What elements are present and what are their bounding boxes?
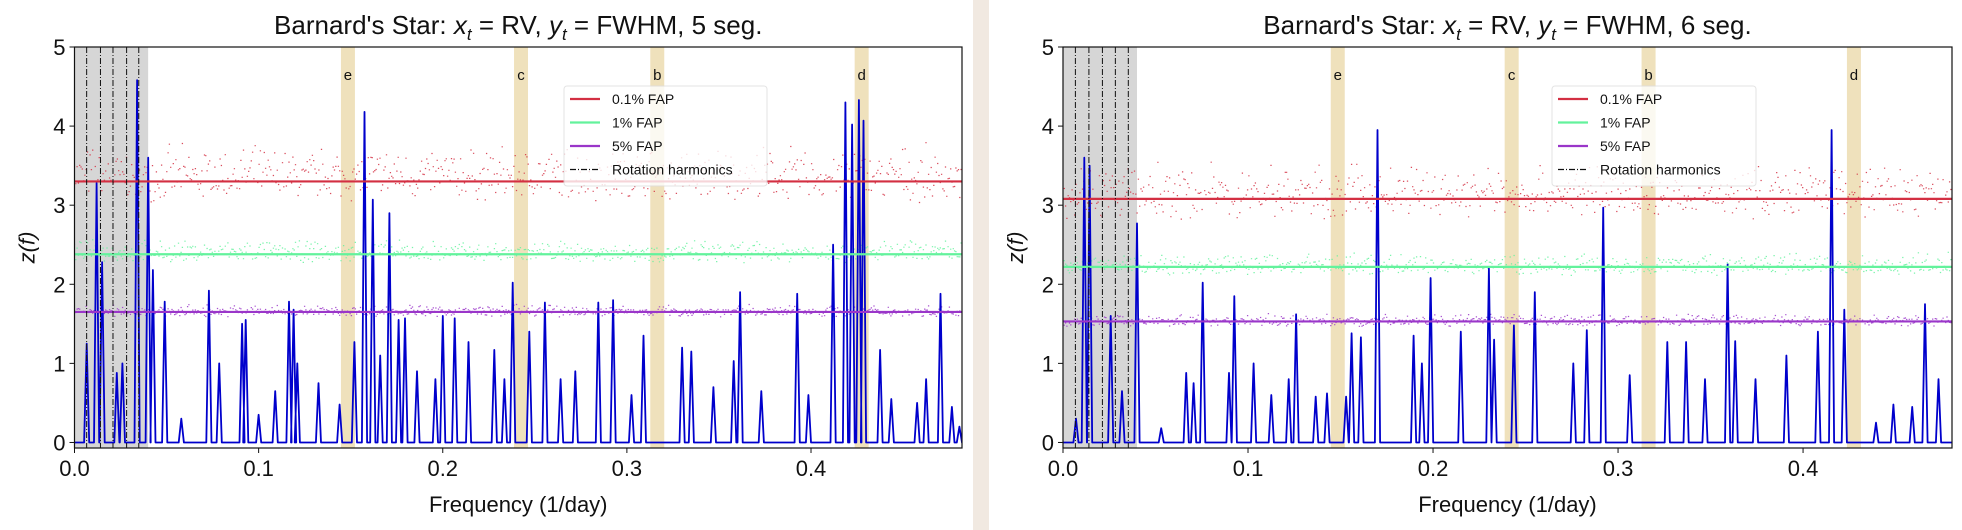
y-axis-label: z(f) [1003,232,1028,265]
y-tick-label: 4 [1042,114,1054,139]
y-tick-label: 3 [1042,193,1054,218]
title-part-eq2: = FWHM, 6 seg. [1556,10,1752,40]
title-part-y: y [547,10,564,40]
title-part-ysub: t [562,25,568,44]
plot-area [74,47,962,448]
x-tick-label: 0.4 [796,456,827,481]
x-tick-label: 0.2 [427,456,458,481]
periodogram-line [1063,129,1952,444]
title-part-eq1: = RV, [472,10,549,40]
x-tick-label: 0.1 [243,456,274,481]
y-tick-label: 1 [53,351,65,376]
axes-frame [73,46,963,449]
y-tick-label: 0 [53,430,65,455]
planet-band-e [1330,47,1345,448]
planet-label-e: e [1334,67,1342,84]
title-part-xsub: t [1456,25,1462,44]
planet-label-c: c [517,67,525,84]
x-tick-label: 0.3 [612,456,643,481]
plot-area [1063,47,1952,448]
x-tick-label: 0.0 [1048,456,1079,481]
legend-entry-0: 0.1% FAP [1600,91,1662,107]
legend: 0.1% FAP 1% FAP 5% FAP Rotation harmonics [563,85,768,187]
legend-box [563,85,768,187]
legend-entry-2: 5% FAP [612,138,663,154]
y-tick-label: 5 [1042,35,1054,60]
legend-entry-3: Rotation harmonics [1600,162,1721,178]
title-part-eq1: = RV, [1461,10,1538,40]
legend-entry-1: 1% FAP [1600,115,1651,131]
legend-entry-0: 0.1% FAP [612,91,674,107]
y-tick-label: 0 [1042,430,1054,455]
y-axis-label: z(f) [15,232,40,265]
x-tick-label: 0.4 [1788,456,1819,481]
y-tick-label: 3 [53,193,65,218]
chart-title: Barnard's Star: xt = RV, yt = FWHM, 5 se… [274,10,762,44]
x-tick-label: 0.3 [1603,456,1634,481]
title-part-x: x [452,10,468,40]
y-tick-label: 4 [53,114,65,139]
planet-label-d: d [857,67,865,84]
legend-entry-3: Rotation harmonics [612,162,733,178]
chart-title: Barnard's Star: xt = RV, yt = FWHM, 6 se… [1263,10,1751,44]
x-axis-label: Frequency (1/day) [429,492,608,517]
chart-1: e c b d 0.0 0.1 0.2 0.3 0.4 0 1 2 3 4 5 Frequency (1/da… [1003,10,1953,517]
legend-box [1551,85,1757,187]
planet-label-b: b [1644,67,1652,84]
planet-label-c: c [1508,67,1516,84]
title-part-ysub: t [1551,25,1557,44]
legend: 0.1% FAP 1% FAP 5% FAP Rotation harmonics [1551,85,1757,187]
chart-0: e c b d 0.0 0.1 0.2 0.3 0.4 0 1 2 3 4 5 Frequency (1/da… [15,10,963,517]
y-tick-label: 2 [1042,272,1054,297]
title-part-eq2: = FWHM, 5 seg. [567,10,763,40]
title-part-y: y [1536,10,1553,40]
x-axis-label: Frequency (1/day) [1418,492,1597,517]
title-part-prefix: Barnard's Star: [1263,10,1443,40]
rotation-region [1063,47,1138,448]
legend-entry-2: 5% FAP [1600,138,1651,154]
x-tick-label: 0.0 [59,456,90,481]
legend-entry-1: 1% FAP [612,115,663,131]
fap-noise-1 [1063,251,1952,277]
axes-frame [1062,46,1953,449]
planet-band-d [1846,47,1861,448]
title-part-xsub: t [467,25,473,44]
planet-label-b: b [653,67,661,84]
periodogram-line [74,79,962,444]
x-tick-label: 0.1 [1233,456,1264,481]
planet-label-d: d [1850,67,1858,84]
y-tick-label: 1 [1042,351,1054,376]
y-tick-label: 5 [53,35,65,60]
title-part-x: x [1441,10,1457,40]
planet-label-e: e [344,67,352,84]
title-part-prefix: Barnard's Star: [274,10,454,40]
y-tick-label: 2 [53,272,65,297]
x-tick-label: 0.2 [1418,456,1449,481]
planet-band-e [340,47,355,448]
